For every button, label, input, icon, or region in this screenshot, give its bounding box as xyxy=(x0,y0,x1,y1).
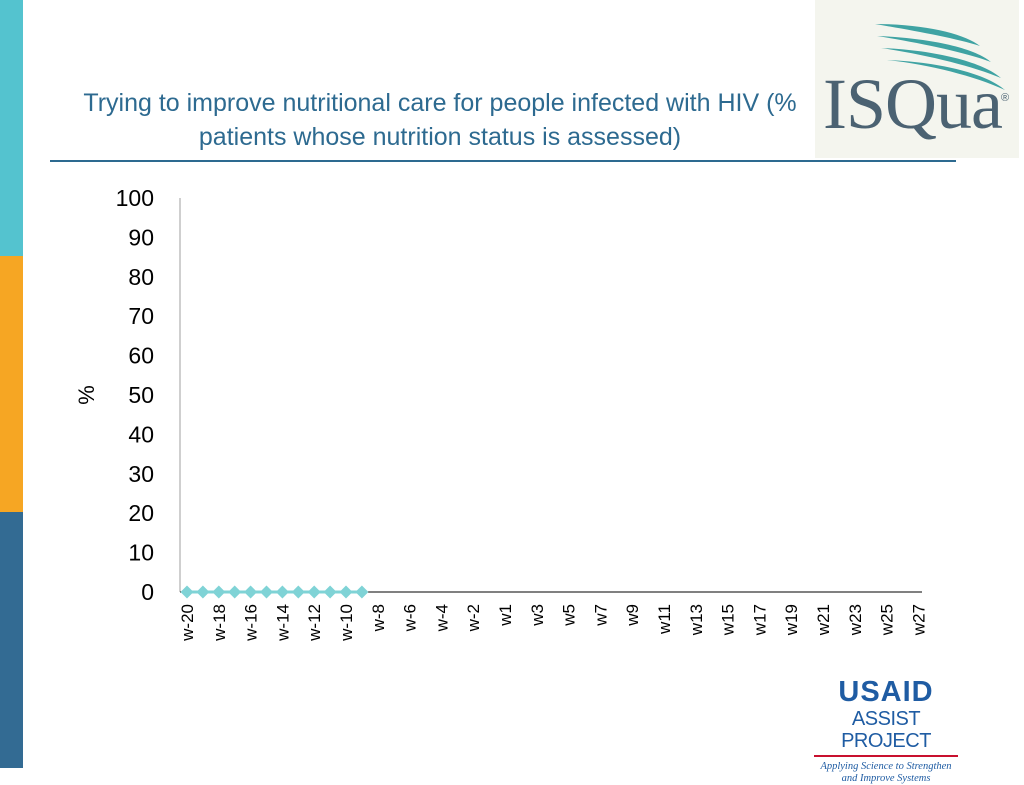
data-point xyxy=(307,585,321,599)
registered-mark: ® xyxy=(1001,92,1010,104)
isqua-logo: ISQua ® xyxy=(815,0,1019,158)
x-tick-label: w-18 xyxy=(210,604,229,642)
y-tick-label: 30 xyxy=(128,461,154,487)
swoosh-wing-icon xyxy=(875,24,1005,90)
x-tick-label: w5 xyxy=(560,604,579,627)
x-tick-label: w15 xyxy=(719,604,738,636)
x-tick-label: w-16 xyxy=(242,604,261,642)
x-tick-label: w11 xyxy=(655,604,674,635)
x-tick-label: w27 xyxy=(909,604,928,636)
x-tick-label: w-6 xyxy=(401,604,420,632)
x-tick-label: w-10 xyxy=(337,604,356,642)
y-tick-label: 10 xyxy=(128,540,154,566)
usaid-tagline-2: and Improve Systems xyxy=(841,773,931,784)
y-tick-label: 100 xyxy=(116,185,154,211)
data-point xyxy=(355,585,369,599)
x-tick-label: w-14 xyxy=(273,604,292,642)
x-tick-label: w-2 xyxy=(464,604,483,632)
y-tick-label: 0 xyxy=(141,579,154,605)
y-tick-label: 50 xyxy=(128,382,154,408)
y-tick-label: 90 xyxy=(128,224,154,250)
x-tick-label: w13 xyxy=(687,604,706,636)
slide-title: Trying to improve nutritional care for p… xyxy=(83,89,797,151)
x-tick-label: w19 xyxy=(782,604,801,636)
usaid-tagline-1: Applying Science to Strengthen xyxy=(820,761,952,772)
data-point xyxy=(212,585,226,599)
x-tick-label: w23 xyxy=(846,604,865,636)
y-tick-label: 40 xyxy=(128,421,154,447)
data-point xyxy=(180,585,194,599)
x-tick-label: w9 xyxy=(623,604,642,627)
data-point xyxy=(339,585,353,599)
y-tick-label: 70 xyxy=(128,303,154,329)
title-divider xyxy=(50,160,956,162)
data-point xyxy=(275,585,289,599)
x-tick-label: w-8 xyxy=(369,604,388,632)
x-tick-label: w-20 xyxy=(178,604,197,642)
data-point xyxy=(228,585,242,599)
x-tick-label: w-12 xyxy=(305,604,324,642)
y-tick-label: 80 xyxy=(128,264,154,290)
x-tick-label: w21 xyxy=(814,604,833,636)
percent-chart: 0 10 20 30 40 50 60 70 80 90 100% w-20 w-18 w-16 w-14 w… xyxy=(74,185,928,642)
y-tick-label: 60 xyxy=(128,343,154,369)
sidebar-segment-top xyxy=(0,0,23,256)
sidebar-segment-middle xyxy=(0,256,23,512)
y-tick-label: 20 xyxy=(128,500,154,526)
data-point xyxy=(323,585,337,599)
x-tick-label: w7 xyxy=(591,604,610,627)
usaid-assist-logo: USAID ASSIST PROJECT Applying Science to… xyxy=(808,676,964,785)
y-axis-label: % xyxy=(74,385,99,405)
x-tick-label: w3 xyxy=(528,604,547,627)
usaid-wordmark: USAID xyxy=(838,676,934,708)
slide-sidebar xyxy=(0,0,23,768)
data-point xyxy=(291,585,305,599)
data-point xyxy=(260,585,273,599)
assist-project-wordmark: ASSIST PROJECT xyxy=(841,708,931,752)
usaid-divider xyxy=(814,755,958,757)
x-tick-label: w25 xyxy=(878,604,897,636)
x-tick-label: w-4 xyxy=(432,604,451,632)
x-tick-label: w17 xyxy=(750,604,769,636)
isqua-wordmark: ISQua xyxy=(823,64,1003,144)
data-point xyxy=(196,585,210,599)
x-tick-label: w1 xyxy=(496,604,515,627)
data-point xyxy=(244,585,258,599)
sidebar-segment-bottom xyxy=(0,512,23,768)
